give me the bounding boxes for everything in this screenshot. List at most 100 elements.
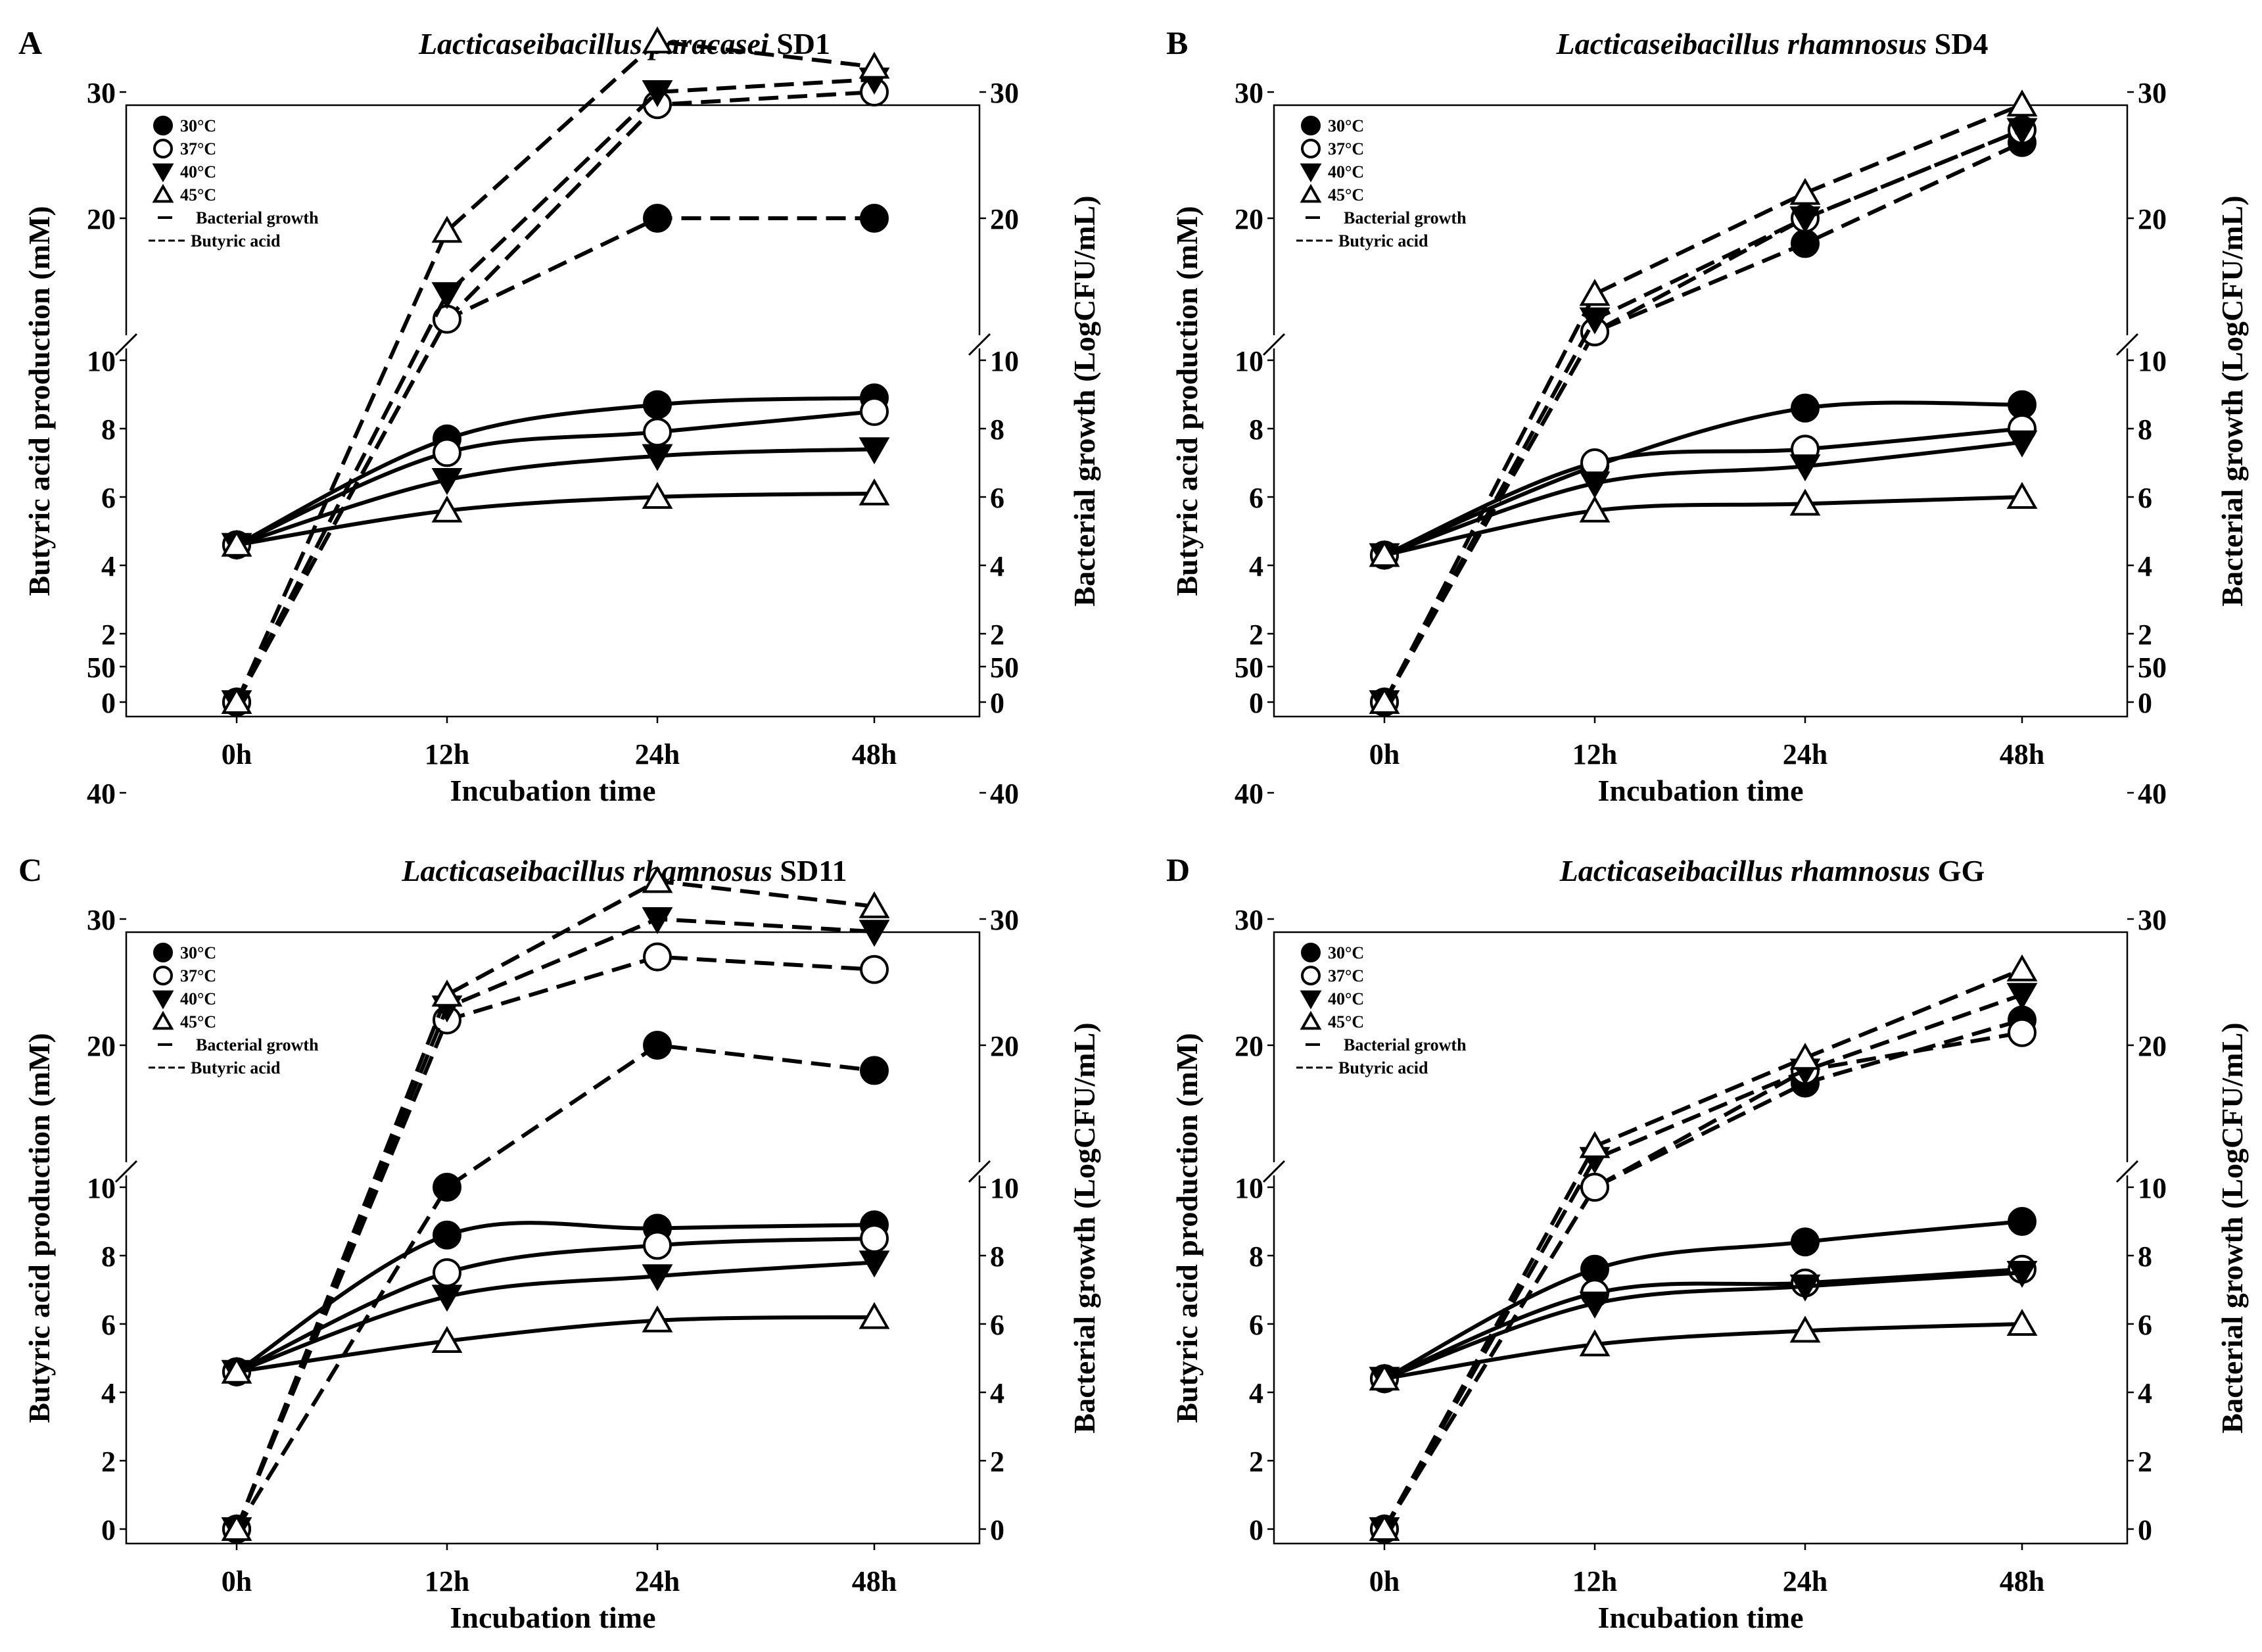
axis-break-mark-right [968, 333, 991, 356]
chart-title: Lacticaseibacillus rhamnosus GG [1559, 854, 1985, 887]
y-tick-label-right: 10 [990, 345, 1019, 377]
y-tick-label-right: 8 [990, 413, 1004, 446]
data-point-growth [2008, 1207, 2037, 1236]
y-tick-label-left: 10 [87, 1172, 116, 1204]
data-point-acid [1369, 686, 1400, 714]
y-tick-label-left: 2 [101, 1446, 116, 1478]
data-point-acid [1791, 229, 1820, 258]
chart-title-strain: GG [1930, 854, 1985, 887]
y-tick-label-left: 40 [1235, 778, 1263, 810]
legend-acid-label: Butyric acid [191, 1058, 281, 1077]
data-point-acid [642, 26, 673, 54]
chart-title-strain: SD1 [769, 27, 830, 60]
y-tick-label-right: 6 [990, 482, 1004, 514]
y-tick-label-left: 0 [101, 687, 116, 719]
legend-marker [152, 163, 174, 183]
y-tick-label-left: 20 [87, 1030, 116, 1062]
data-point-acid [431, 216, 463, 243]
legend-marker [1300, 183, 1322, 203]
x-tick-label: 24h [1783, 1565, 1827, 1597]
y-axis-label-right: Bacterial growth (LogCFU/mL) [2215, 195, 2249, 606]
data-point-growth [221, 1356, 252, 1384]
y-axis-label-left: Butyric acid production (mM) [22, 206, 56, 596]
series-line-butyric-acid [1382, 1030, 2023, 1530]
data-point-acid [1369, 1513, 1400, 1541]
y-tick-label-right: 6 [2138, 482, 2152, 514]
y-tick-label-left: 20 [87, 203, 116, 235]
data-point-growth [431, 468, 463, 496]
x-tick-label: 24h [1783, 738, 1827, 770]
data-point-acid [859, 891, 890, 918]
series-line-growth [1383, 1219, 2023, 1381]
data-point-acid [2006, 89, 2038, 117]
x-tick-label: 48h [2000, 738, 2044, 770]
data-point-acid [1789, 1043, 1821, 1070]
chart-title-species: Lacticaseibacillus rhamnosus [401, 854, 772, 887]
legend-label: 40°C [180, 989, 216, 1008]
y-tick-label-left: 10 [1235, 345, 1263, 377]
data-point-growth [433, 1258, 461, 1287]
data-point-acid [1579, 279, 1611, 306]
legend-label: 45°C [180, 1012, 216, 1031]
y-tick-label-left: 2 [1249, 1446, 1263, 1478]
data-point-growth [642, 481, 673, 509]
y-tick-label-left: 0 [1249, 687, 1263, 719]
series-line-butyric-acid [235, 216, 874, 703]
y-axis-label-left: Butyric acid production (mM) [22, 1033, 56, 1423]
legend-acid-label: Butyric acid [191, 231, 281, 250]
y-tick-label-right: 40 [990, 778, 1019, 810]
y-tick-label-right: 0 [990, 1514, 1004, 1546]
data-point-growth [2006, 481, 2038, 509]
data-point-acid [643, 942, 672, 972]
panel-letter: B [1166, 24, 1188, 61]
y-tick-label-left: 6 [1249, 482, 1263, 514]
y-tick-label-right: 20 [990, 203, 1019, 235]
chart-panel-b: B Lacticaseibacillus rhamnosus SD4 0 0 2 2 4 4 6… [1166, 24, 2249, 807]
data-point-acid [643, 204, 672, 233]
y-tick-label-right: 8 [990, 1240, 1004, 1273]
data-point-acid [2006, 118, 2038, 145]
legend-marker [1301, 943, 1321, 962]
legend-marker [153, 139, 173, 158]
chart-title: Lacticaseibacillus rhamnosus SD4 [1556, 27, 1989, 60]
x-tick-label: 12h [1572, 1565, 1617, 1597]
data-point-growth [1579, 471, 1611, 499]
y-tick-label-right: 30 [990, 904, 1019, 936]
data-point-growth [1789, 1315, 1821, 1343]
legend-label: 30°C [1328, 943, 1364, 962]
legend: 30°C 37°C 40°C 45°C Bacterial growth Butyric … [149, 116, 319, 250]
y-tick-label-right: 0 [2138, 1514, 2152, 1546]
y-tick-label-left: 30 [87, 77, 116, 109]
data-point-growth [1579, 1329, 1611, 1357]
data-point-growth [642, 1305, 673, 1333]
data-point-growth [1791, 393, 1820, 423]
y-axis-label-right: Bacterial growth (LogCFU/mL) [2215, 1022, 2249, 1433]
data-point-acid [2006, 954, 2038, 981]
data-point-growth [1580, 1254, 1609, 1284]
y-tick-label-left: 20 [1235, 203, 1263, 235]
data-point-acid [1580, 1173, 1609, 1202]
series-line-growth [235, 1237, 875, 1374]
data-point-growth [1369, 540, 1400, 567]
x-tick-label: 48h [2000, 1565, 2044, 1597]
x-axis-label: Incubation time [450, 1601, 655, 1634]
axis-break-mark-right [2115, 1160, 2139, 1183]
series-line-growth [1384, 495, 2023, 557]
y-tick-label-left: 8 [101, 1240, 116, 1273]
series-line-growth [235, 1260, 875, 1374]
data-point-growth [1789, 1274, 1821, 1302]
data-point-growth [643, 390, 672, 419]
legend-label: 40°C [1328, 989, 1364, 1008]
x-tick-label: 48h [852, 738, 897, 770]
legend-label: 45°C [1328, 1012, 1364, 1031]
y-axis-label-right: Bacterial growth (LogCFU/mL) [1068, 1022, 1101, 1433]
x-tick-label: 12h [425, 1565, 469, 1597]
data-point-acid [1579, 307, 1611, 335]
chart-title-strain: SD4 [1927, 27, 1988, 60]
data-point-growth [859, 437, 890, 465]
data-point-growth [859, 1250, 890, 1278]
series-line-growth [1383, 1267, 2023, 1381]
chart-title: Lacticaseibacillus rhamnosus SD11 [401, 854, 847, 887]
chart-panel-c: C Lacticaseibacillus rhamnosus SD11 0 0 2 2 4 4… [18, 651, 1101, 1634]
